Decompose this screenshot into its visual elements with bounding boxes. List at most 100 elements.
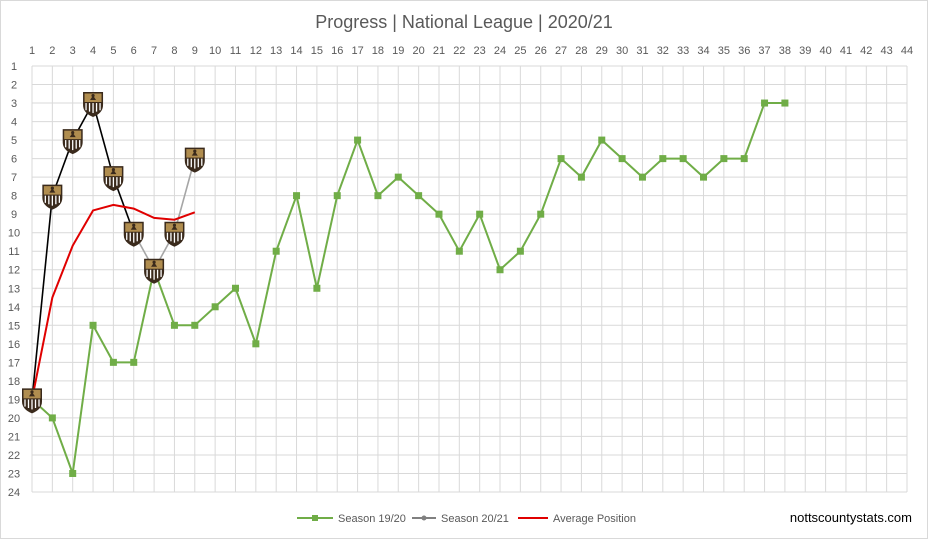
point-season-19-20 bbox=[69, 469, 77, 477]
point-season-19-20 bbox=[170, 321, 178, 329]
x-tick-label: 6 bbox=[131, 45, 137, 57]
point-season-19-20 bbox=[231, 284, 239, 292]
point-season-19-20 bbox=[720, 155, 728, 163]
x-tick-label: 43 bbox=[881, 45, 893, 57]
series-segment-season-20-21 bbox=[31, 195, 54, 400]
point-season-19-20 bbox=[577, 173, 585, 181]
y-tick-label: 16 bbox=[8, 339, 20, 351]
x-tick-label: 18 bbox=[372, 45, 384, 57]
x-tick-label: 26 bbox=[535, 45, 547, 57]
x-tick-label: 17 bbox=[351, 45, 363, 57]
y-tick-label: 24 bbox=[8, 487, 20, 499]
point-season-19-20 bbox=[394, 173, 402, 181]
point-season-19-20 bbox=[252, 340, 260, 348]
point-season-19-20 bbox=[496, 266, 504, 274]
x-tick-label: 33 bbox=[677, 45, 689, 57]
y-tick-label: 5 bbox=[11, 135, 17, 147]
point-season-19-20 bbox=[272, 247, 280, 255]
x-tick-label: 2 bbox=[49, 45, 55, 57]
point-season-20-21-badge-icon bbox=[42, 184, 63, 210]
point-season-19-20 bbox=[130, 358, 138, 366]
y-tick-label: 23 bbox=[8, 468, 20, 480]
x-tick-label: 20 bbox=[413, 45, 425, 57]
point-season-19-20 bbox=[313, 284, 321, 292]
point-season-20-21-badge-icon bbox=[103, 166, 124, 192]
x-tick-label: 14 bbox=[290, 45, 302, 57]
point-season-19-20 bbox=[191, 321, 199, 329]
point-season-20-21-badge-icon bbox=[184, 147, 205, 173]
y-tick-label: 13 bbox=[8, 283, 20, 295]
x-tick-label: 4 bbox=[90, 45, 96, 57]
y-tick-label: 12 bbox=[8, 265, 20, 277]
y-tick-label: 4 bbox=[11, 117, 17, 129]
x-tick-label: 39 bbox=[799, 45, 811, 57]
legend-label-average-position: Average Position bbox=[553, 513, 636, 525]
point-season-20-21-badge-icon bbox=[22, 388, 42, 414]
point-season-19-20 bbox=[638, 173, 646, 181]
point-season-20-21-badge-icon bbox=[164, 221, 185, 247]
x-tick-label: 12 bbox=[250, 45, 262, 57]
y-tick-label: 14 bbox=[8, 302, 20, 314]
legend-label-season-19-20: Season 19/20 bbox=[338, 513, 406, 525]
x-tick-label: 38 bbox=[779, 45, 791, 57]
x-tick-label: 19 bbox=[392, 45, 404, 57]
x-tick-label: 9 bbox=[192, 45, 198, 57]
point-season-19-20 bbox=[740, 155, 748, 163]
x-tick-label: 25 bbox=[514, 45, 526, 57]
y-tick-label: 1 bbox=[11, 61, 17, 73]
y-tick-label: 17 bbox=[8, 357, 20, 369]
point-season-19-20 bbox=[374, 192, 382, 200]
y-tick-label: 7 bbox=[11, 172, 17, 184]
x-tick-label: 41 bbox=[840, 45, 852, 57]
point-season-19-20 bbox=[679, 155, 687, 163]
legend-marker-season-19-20 bbox=[312, 515, 318, 521]
point-season-19-20 bbox=[293, 192, 301, 200]
x-tick-label: 42 bbox=[860, 45, 872, 57]
y-tick-label: 2 bbox=[11, 80, 17, 92]
x-tick-label: 7 bbox=[151, 45, 157, 57]
x-tick-label: 3 bbox=[70, 45, 76, 57]
x-tick-label: 24 bbox=[494, 45, 506, 57]
x-tick-label: 5 bbox=[110, 45, 116, 57]
point-season-20-21-badge-icon bbox=[83, 92, 104, 118]
x-tick-label: 11 bbox=[230, 45, 241, 57]
series-line-average-position bbox=[31, 203, 196, 400]
point-season-19-20 bbox=[476, 210, 484, 218]
x-tick-label: 32 bbox=[657, 45, 669, 57]
point-season-19-20 bbox=[700, 173, 708, 181]
point-season-19-20 bbox=[781, 99, 789, 107]
x-tick-label: 40 bbox=[819, 45, 831, 57]
point-season-19-20 bbox=[211, 303, 219, 311]
y-tick-label: 3 bbox=[11, 98, 17, 110]
y-tick-label: 18 bbox=[8, 376, 20, 388]
point-season-19-20 bbox=[659, 155, 667, 163]
x-tick-label: 34 bbox=[697, 45, 709, 57]
x-tick-label: 16 bbox=[331, 45, 343, 57]
point-season-19-20 bbox=[455, 247, 463, 255]
x-tick-label: 15 bbox=[311, 45, 323, 57]
point-season-20-21-badge-icon bbox=[62, 129, 83, 155]
x-tick-label: 31 bbox=[636, 45, 648, 57]
x-tick-label: 27 bbox=[555, 45, 567, 57]
point-season-19-20 bbox=[354, 136, 362, 144]
x-tick-label: 35 bbox=[718, 45, 730, 57]
point-season-19-20 bbox=[89, 321, 97, 329]
x-tick-label: 28 bbox=[575, 45, 587, 57]
x-tick-label: 29 bbox=[596, 45, 608, 57]
legend-label-season-20-21: Season 20/21 bbox=[441, 513, 509, 525]
series-markers bbox=[22, 92, 789, 477]
x-tick-label: 37 bbox=[758, 45, 770, 57]
x-tick-label: 44 bbox=[901, 45, 913, 57]
point-season-19-20 bbox=[415, 192, 423, 200]
y-tick-label: 15 bbox=[8, 320, 20, 332]
x-tick-label: 1 bbox=[29, 45, 35, 57]
x-tick-label: 13 bbox=[270, 45, 282, 57]
x-tick-label: 22 bbox=[453, 45, 465, 57]
y-tick-label: 22 bbox=[8, 450, 20, 462]
point-season-19-20 bbox=[618, 155, 626, 163]
y-tick-label: 19 bbox=[8, 394, 20, 406]
point-season-19-20 bbox=[48, 414, 56, 422]
point-season-19-20 bbox=[598, 136, 606, 144]
point-season-19-20 bbox=[109, 358, 117, 366]
